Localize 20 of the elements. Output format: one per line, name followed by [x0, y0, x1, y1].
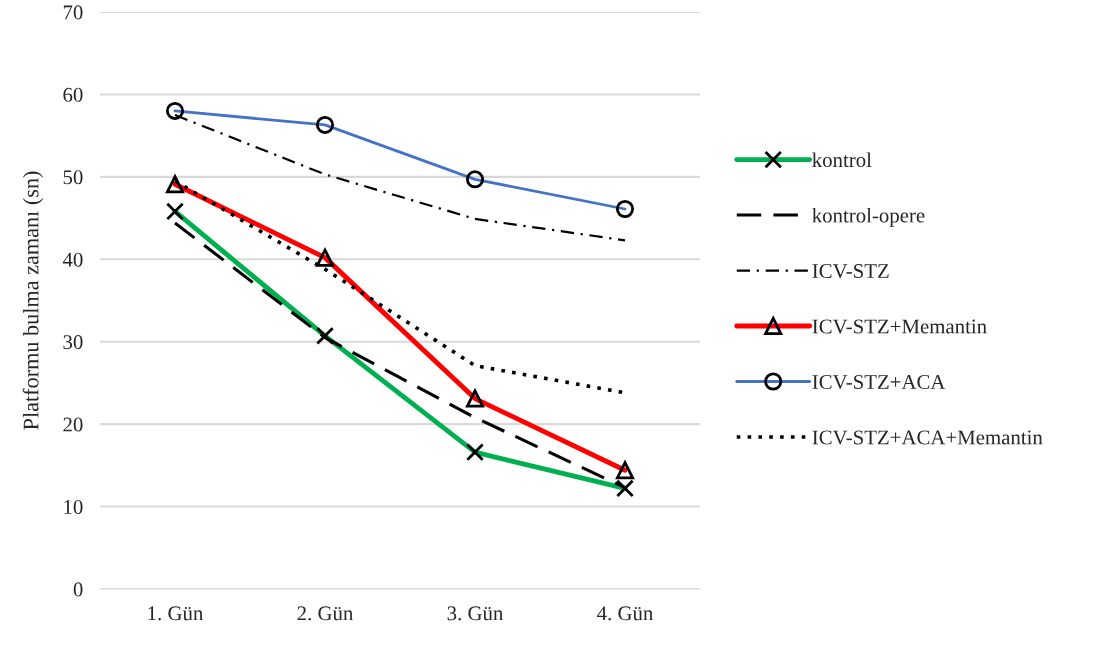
legend-label: ICV-STZ+ACA [812, 375, 946, 390]
y-tick-label: 70 [63, 5, 83, 20]
legend-label: ICV-STZ+Memantin [812, 319, 987, 334]
legend-label: ICV-STZ [812, 264, 889, 279]
x-tick-label: 3. Gün [447, 606, 504, 621]
y-tick-label: 20 [63, 417, 83, 432]
x-tick-label: 4. Gün [597, 606, 654, 621]
y-tick-label: 50 [63, 170, 83, 185]
legend-label: kontrol-opere [812, 207, 925, 227]
legend-label: kontrol [812, 152, 872, 168]
y-tick-label: 10 [64, 499, 83, 514]
y-tick-label: 0 [73, 582, 83, 597]
y-tick-label: 30 [63, 335, 83, 350]
x-tick-label: 2. Gün [297, 606, 354, 621]
legend-label: ICV-STZ+ACA+Memantin [812, 430, 1043, 445]
y-tick-label: 40 [62, 252, 83, 267]
point [615, 479, 635, 498]
y-tick-label: 60 [63, 87, 83, 102]
y-axis-title: Platformu bulma zamanı (sn) [22, 171, 44, 430]
x-tick-label: 1. Gün [148, 606, 204, 621]
